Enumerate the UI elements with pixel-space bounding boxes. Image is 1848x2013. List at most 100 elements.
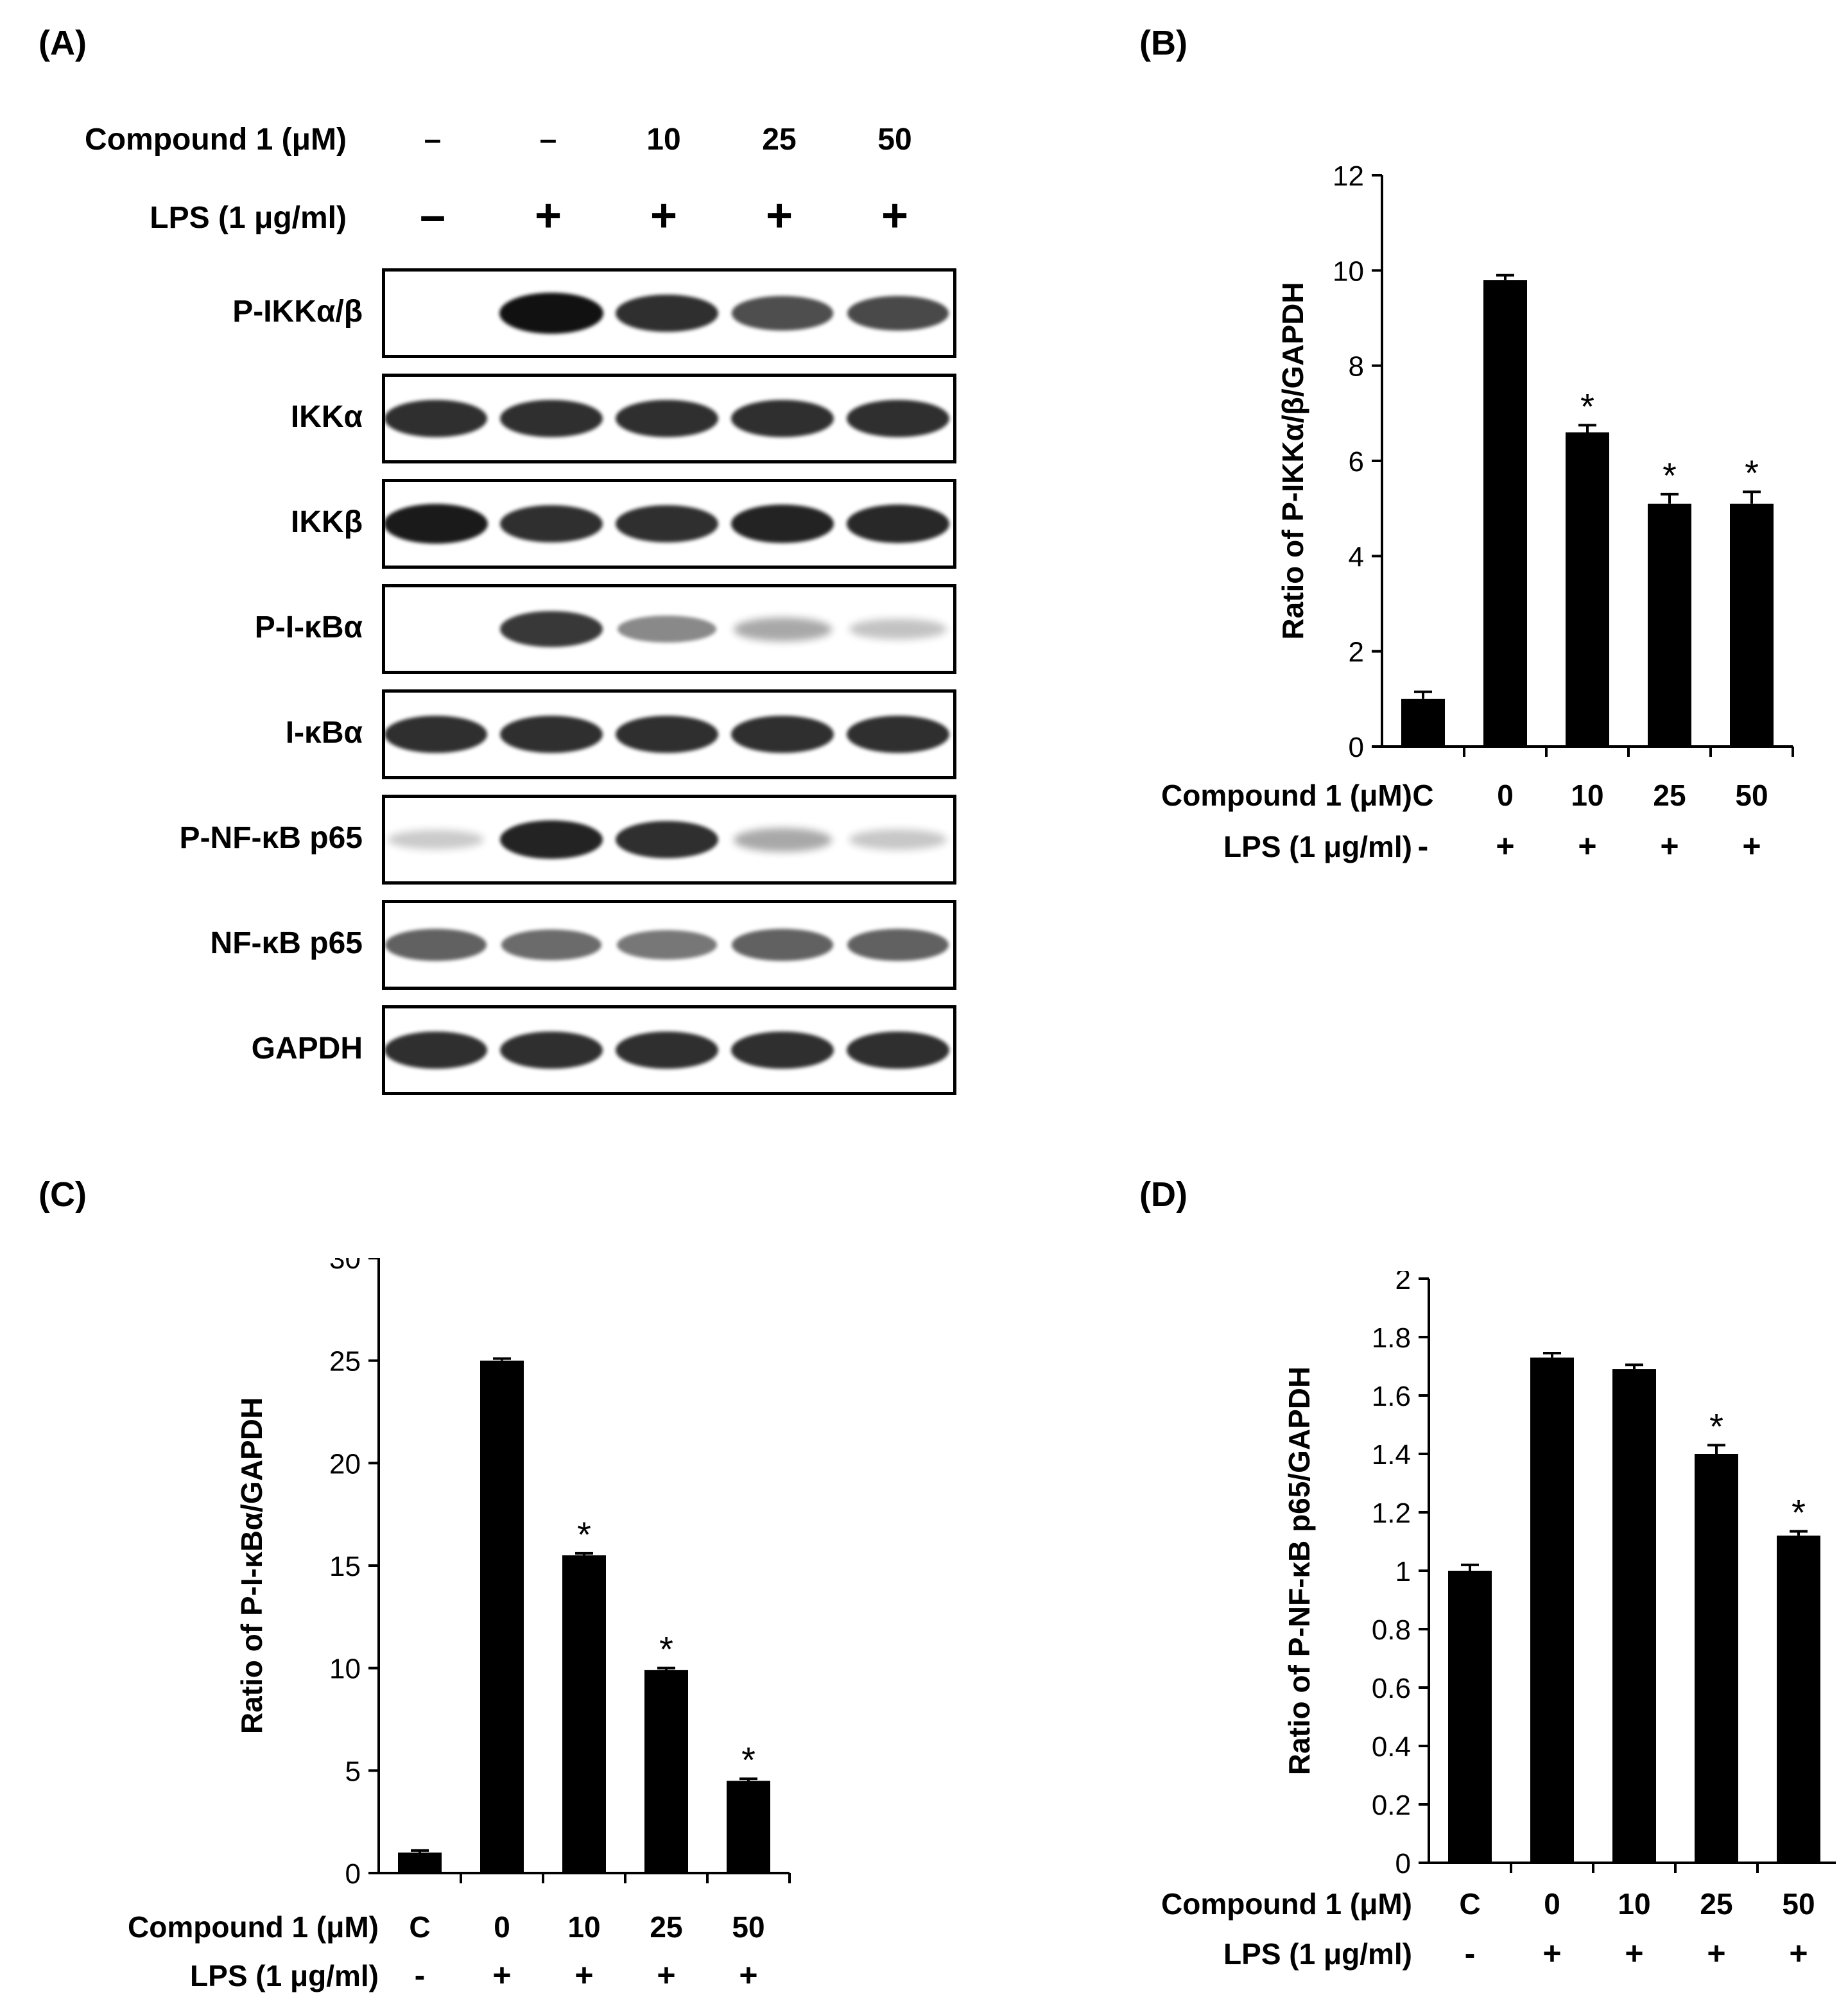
blot-band xyxy=(499,715,603,754)
x-category-label: 0 xyxy=(1497,779,1514,812)
blot-label: P-I-κBα xyxy=(254,610,363,644)
blot-band xyxy=(501,929,602,960)
blot-band xyxy=(846,505,950,543)
y-tick-label: 25 xyxy=(329,1346,361,1378)
significance-star: * xyxy=(1662,455,1677,496)
y-tick-label: 20 xyxy=(329,1448,361,1480)
blot-strip xyxy=(382,795,956,885)
blot-band xyxy=(730,399,834,438)
blot-band xyxy=(733,827,832,852)
panel-a-lps-lane-2: + xyxy=(534,190,562,241)
panel-a-compound-lane-3: 10 xyxy=(646,123,681,157)
y-tick-label: 1.6 xyxy=(1372,1381,1411,1412)
y-tick-label: 15 xyxy=(329,1551,361,1582)
blot-band xyxy=(615,294,719,333)
blot-strip xyxy=(382,268,956,358)
blot-strip xyxy=(382,900,956,990)
panel-a-compound-label: Compound 1 (μM) xyxy=(85,123,347,157)
significance-star: * xyxy=(1792,1492,1806,1533)
blot-label: P-IKKα/β xyxy=(232,295,363,329)
x-category-label: 10 xyxy=(1571,779,1603,812)
blot-band xyxy=(730,715,834,754)
x-category-label: 50 xyxy=(1782,1887,1815,1921)
x-category-label: 25 xyxy=(650,1910,682,1944)
x-lps-label: - xyxy=(415,1957,426,1993)
x-lps-label: + xyxy=(1789,1935,1808,1971)
significance-star: * xyxy=(1745,453,1759,493)
y-tick-label: 0 xyxy=(1395,1848,1411,1879)
blot-band xyxy=(730,504,834,544)
x-row-label-lps: LPS (1 μg/ml) xyxy=(1223,830,1412,863)
significance-star: * xyxy=(577,1514,591,1555)
x-row-label-compound: Compound 1 (μM) xyxy=(128,1910,379,1944)
x-category-label: 50 xyxy=(1735,779,1768,812)
x-lps-label: + xyxy=(739,1957,757,1993)
significance-star: * xyxy=(1580,386,1594,426)
blot-band xyxy=(846,1031,950,1069)
blot-strip xyxy=(382,479,956,569)
panel-a-compound-lane-2: – xyxy=(539,123,557,157)
y-tick-label: 8 xyxy=(1349,351,1364,383)
y-tick-label: 10 xyxy=(1333,255,1364,287)
blot-band xyxy=(615,820,719,859)
blot-band xyxy=(846,715,950,754)
panel-a-lps-lane-4: + xyxy=(765,190,793,241)
blot-band xyxy=(849,829,947,850)
blot-band xyxy=(499,293,603,334)
panel-b-label: (B) xyxy=(1139,24,1187,62)
x-category-label: C xyxy=(1412,779,1433,812)
significance-star: * xyxy=(659,1629,673,1670)
x-lps-label: - xyxy=(1418,828,1429,864)
blot-label: GAPDH xyxy=(251,1032,363,1066)
panel-c-label: (C) xyxy=(39,1175,87,1214)
x-lps-label: + xyxy=(1707,1935,1725,1971)
y-axis-title: Ratio of P-IKKα/β/GAPDH xyxy=(1276,282,1309,639)
blot-band xyxy=(385,1031,488,1069)
blot-band xyxy=(385,929,487,961)
blot-strip xyxy=(382,689,956,779)
blot-band xyxy=(499,505,603,543)
panel-a-compound-lane-1: – xyxy=(424,123,442,157)
blot-band xyxy=(615,505,719,543)
y-axis-title: Ratio of P-I-κBα/GAPDH xyxy=(235,1397,268,1734)
y-tick-label: 2 xyxy=(1349,637,1364,668)
y-tick-label: 0 xyxy=(1349,732,1364,763)
blot-band xyxy=(731,296,834,331)
x-category-label: C xyxy=(409,1910,430,1944)
significance-star: * xyxy=(741,1740,756,1780)
bar xyxy=(1777,1535,1820,1863)
y-tick-label: 1.4 xyxy=(1372,1439,1411,1471)
x-row-label-compound: Compound 1 (μM) xyxy=(1161,1887,1412,1921)
blot-band xyxy=(849,618,947,640)
panel-a-lps-lane-1: – xyxy=(419,190,446,241)
blot-strip xyxy=(382,584,956,674)
x-category-label: 25 xyxy=(1700,1887,1732,1921)
y-tick-label: 10 xyxy=(329,1654,361,1685)
chart-c: 0 5 10 15 20 25 30 C - 0 + * 10 + * 25 + * 50 + Compound 1 (… xyxy=(128,1258,791,1993)
y-tick-label: 0.8 xyxy=(1372,1614,1411,1646)
blot-band xyxy=(617,930,717,960)
blot-band xyxy=(387,829,485,850)
x-row-label-lps: LPS (1 μg/ml) xyxy=(190,1959,379,1992)
blot-band xyxy=(385,715,488,754)
bar xyxy=(727,1781,770,1873)
panel-a-lps-lane-5: + xyxy=(881,190,909,241)
chart-b: 0 2 4 6 8 10 12 C - 0 + * 10 + * 25 + * 50 + Compound 1 (μM)… xyxy=(1161,160,1794,864)
bar xyxy=(1612,1369,1656,1863)
x-lps-label: + xyxy=(1742,828,1761,864)
blot-band xyxy=(615,399,719,438)
panel-a-lps-lane-3: + xyxy=(650,190,678,241)
blot-label: NF-κB p65 xyxy=(210,926,363,960)
x-category-label: 10 xyxy=(1618,1887,1650,1921)
blot-strip xyxy=(382,374,956,463)
bar xyxy=(1730,503,1774,747)
y-tick-label: 30 xyxy=(329,1258,361,1275)
bar xyxy=(1530,1357,1574,1863)
bar xyxy=(398,1853,442,1873)
x-row-label-compound: Compound 1 (μM) xyxy=(1161,779,1412,812)
blot-band xyxy=(499,399,603,438)
x-category-label: 10 xyxy=(567,1910,600,1944)
x-category-label: 0 xyxy=(1544,1887,1560,1921)
x-lps-label: + xyxy=(657,1957,675,1993)
panel-a-label: (A) xyxy=(39,24,87,62)
